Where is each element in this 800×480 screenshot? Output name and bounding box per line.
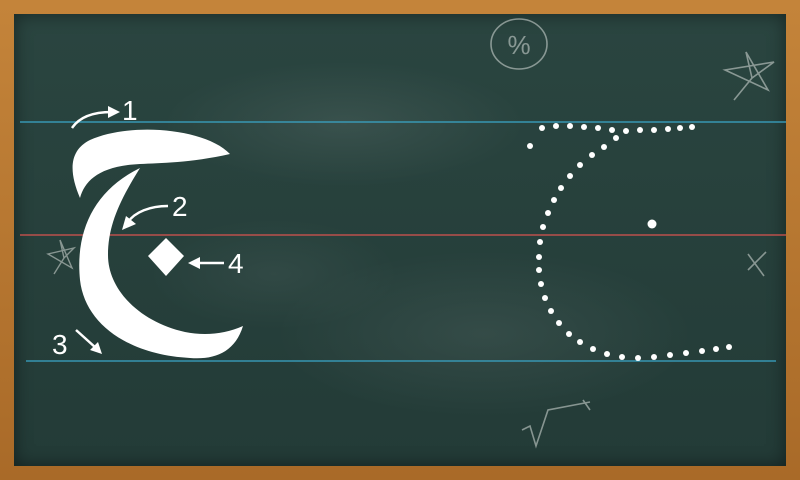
sqrt-doodle <box>521 399 591 449</box>
stroke-number-4: 4 <box>228 248 244 279</box>
stroke-arrow-3 <box>75 329 102 354</box>
model-letter-jim[interactable] <box>72 129 243 359</box>
star-doodle-large <box>722 51 775 101</box>
tracing-dot[interactable] <box>647 219 657 229</box>
percent-symbol: % <box>507 30 530 60</box>
star-doodle-small <box>46 239 77 275</box>
cross-doodle <box>747 251 767 277</box>
stroke-arrow-2 <box>122 204 169 230</box>
stroke-arrow-4 <box>188 257 224 269</box>
stroke-number-1: 1 <box>122 95 138 126</box>
chalkboard <box>14 14 786 466</box>
stroke-arrow-1 <box>70 106 120 129</box>
tracing-letter[interactable] <box>527 123 732 361</box>
stroke-number-2: 2 <box>172 191 188 222</box>
model-letter-dot[interactable] <box>148 238 184 276</box>
stroke-number-3: 3 <box>52 329 68 360</box>
percent-doodle: % <box>490 18 548 70</box>
